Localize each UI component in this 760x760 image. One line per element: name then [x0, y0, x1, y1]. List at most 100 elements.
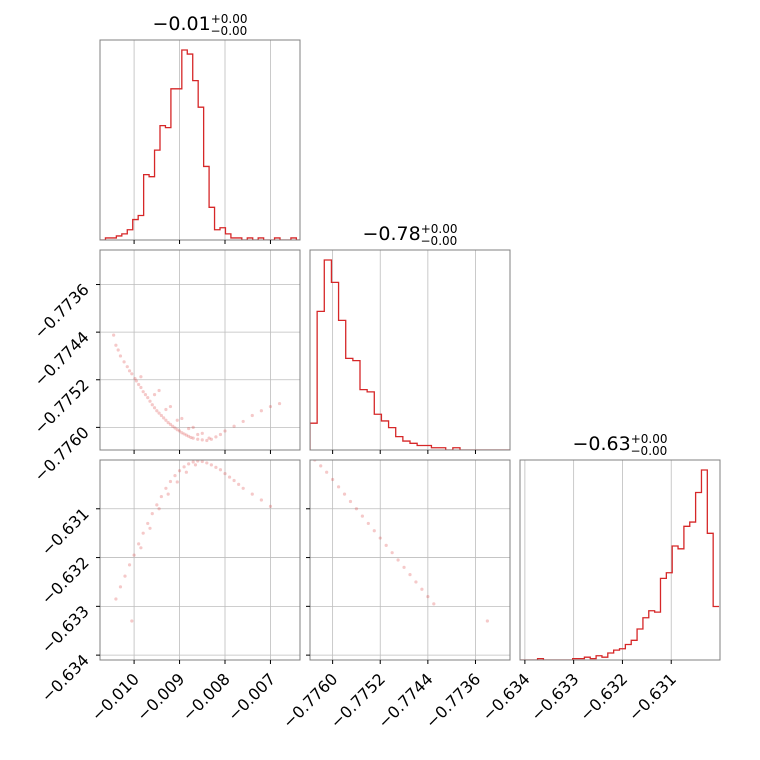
scatter-point-2-1-4: [336, 485, 341, 489]
scatter-point-2-1-9: [366, 521, 370, 526]
scatter-point-2-0-19: [200, 460, 204, 464]
scatter-point-1-0-44: [250, 413, 254, 418]
scatter-point-2-0-24: [223, 472, 227, 476]
grid-layer: [100, 40, 672, 660]
hist-panel-0: [100, 49, 300, 240]
scatter-point-2-0-6: [141, 531, 145, 535]
scatter-point-2-0-8: [150, 512, 154, 516]
scatter-point-2-0-32: [130, 619, 134, 623]
scatter-panel-1-0: [112, 333, 282, 443]
scatter-point-1-0-22: [164, 418, 168, 422]
scatter-point-1-0-10: [137, 382, 141, 387]
scatter-point-1-0-4: [122, 360, 126, 364]
xtick-label-2-2: −0.632: [576, 669, 631, 724]
panel-frame-2-1: [309, 459, 511, 661]
scatter-point-2-1-16: [408, 573, 412, 577]
scatter-point-2-1-19: [426, 594, 430, 599]
scatter-point-2-0-4: [132, 553, 136, 557]
scatter-point-1-0-37: [205, 438, 209, 443]
scatter-point-2-1-21: [485, 619, 489, 623]
scatter-point-2-0-35: [157, 507, 161, 511]
scatter-point-2-1-17: [414, 580, 418, 584]
scatter-point-1-0-41: [223, 429, 227, 433]
scatter-point-2-0-18: [196, 460, 200, 463]
scatter-point-1-0-12: [141, 390, 145, 394]
scatter-point-2-1-8: [360, 514, 364, 518]
title-param-2-lower: −0.00: [631, 444, 668, 458]
scatter-point-1-0-17: [152, 406, 157, 410]
scatter-point-2-0-1: [118, 585, 123, 589]
scatter-point-2-1-12: [384, 543, 388, 547]
scatter-point-1-0-33: [189, 435, 193, 440]
scatter-point-1-0-7: [130, 372, 134, 376]
scatter-point-1-0-25: [171, 424, 175, 428]
scatter-point-2-1-7: [354, 507, 359, 511]
scatter-point-1-0-46: [268, 404, 273, 409]
scatter-point-2-0-38: [184, 470, 188, 474]
scatter-point-1-0-16: [150, 403, 154, 407]
scatter-point-2-0-12: [168, 479, 173, 484]
scatter-point-2-0-13: [173, 474, 177, 478]
ytick-label-2-3: −0.631: [38, 504, 93, 559]
scatter-point-1-0-32: [187, 434, 191, 438]
xtick-label-2-1: −0.633: [527, 669, 582, 724]
scatter-point-2-0-5: [137, 542, 141, 546]
title-param-1: −0.78+0.00 −0.00: [362, 222, 457, 248]
scatter-point-1-0-42: [232, 424, 236, 428]
scatter-point-1-0-43: [241, 419, 245, 424]
scatter-point-1-0-35: [196, 437, 200, 441]
scatter-point-2-0-37: [175, 480, 179, 484]
scatter-point-1-0-23: [166, 421, 170, 425]
xtick-label-0-0: −0.010: [88, 669, 143, 724]
xtick-label-2-0: −0.634: [478, 669, 533, 724]
scatter-point-1-0-45: [259, 409, 263, 413]
hist-panel-1: [310, 259, 510, 450]
scatter-point-1-0-57: [191, 425, 195, 429]
panel-frame-0-0: [99, 39, 301, 241]
scatter-point-1-0-53: [196, 432, 200, 437]
scatter-point-2-0-21: [209, 463, 213, 467]
title-param-2: −0.63+0.00 −0.00: [572, 432, 667, 458]
title-param-2-median: −0.63: [572, 433, 630, 455]
xtick-label-0-2: −0.008: [179, 669, 234, 724]
scatter-point-2-0-23: [218, 468, 223, 472]
hist-line-1: [310, 259, 510, 450]
data-layer: [100, 49, 720, 660]
scatter-point-1-0-39: [214, 435, 218, 439]
scatter-point-2-1-15: [402, 565, 406, 569]
scatter-point-1-0-50: [164, 407, 168, 412]
scatter-point-1-0-34: [191, 436, 195, 440]
ytick-label-2-1: −0.633: [38, 602, 93, 657]
scatter-point-2-0-10: [159, 494, 163, 499]
scatter-point-2-1-5: [342, 492, 347, 496]
scatter-point-1-0-31: [184, 433, 188, 437]
scatter-point-2-1-20: [432, 602, 436, 606]
scatter-point-1-0-55: [168, 404, 173, 409]
scatter-point-1-0-24: [168, 422, 173, 427]
scatter-point-1-0-27: [175, 428, 179, 432]
scatter-point-1-0-21: [162, 416, 166, 420]
scatter-point-2-0-36: [166, 492, 170, 496]
scatter-point-2-0-26: [232, 478, 236, 483]
scatter-point-1-0-40: [218, 432, 223, 437]
scatter-point-2-0-2: [123, 574, 127, 578]
scatter-point-2-0-16: [187, 462, 191, 466]
scatter-point-1-0-1: [114, 343, 118, 347]
title-param-0-upper: +0.00: [211, 12, 248, 26]
hist-panel-2: [520, 469, 720, 660]
hist-line-0: [100, 49, 300, 240]
scatter-point-2-1-11: [378, 536, 382, 540]
scatter-point-1-0-0: [112, 333, 116, 337]
xtick-label-0-3: −0.007: [224, 669, 279, 724]
scatter-point-1-0-11: [139, 385, 143, 390]
scatter-point-2-0-39: [193, 463, 198, 467]
scatter-point-2-0-31: [268, 504, 273, 508]
scatter-point-1-0-58: [200, 431, 204, 435]
title-param-1-upper: +0.00: [421, 222, 458, 236]
panel-frame-1-1: [309, 249, 511, 451]
scatter-panel-2-1: [313, 460, 489, 623]
scatter-point-2-1-6: [348, 499, 353, 504]
scatter-point-2-1-10: [372, 529, 376, 533]
xtick-label-0-1: −0.009: [133, 669, 188, 724]
